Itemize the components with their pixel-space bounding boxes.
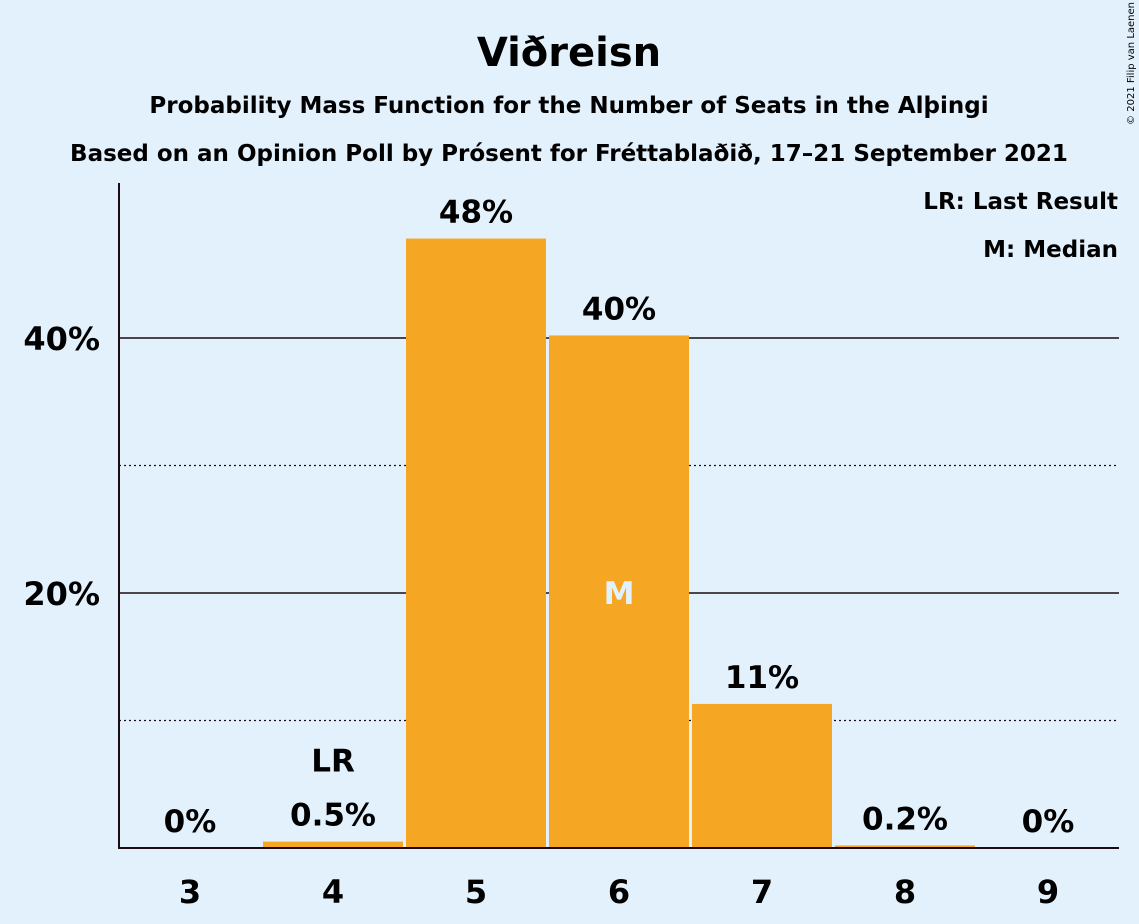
chart-source: Based on an Opinion Poll by Prósent for … xyxy=(70,141,1068,167)
last-result-marker: LR xyxy=(311,744,355,780)
value-label-4: 0.5% xyxy=(290,798,376,834)
y-tick-label: 20% xyxy=(23,575,100,613)
bar-5 xyxy=(406,238,546,849)
x-tick-label: 5 xyxy=(465,873,487,911)
value-label-8: 0.2% xyxy=(862,801,948,837)
bar-7 xyxy=(692,703,832,848)
bars-group xyxy=(263,238,975,849)
bar-4 xyxy=(263,841,403,848)
x-tick-label: 8 xyxy=(894,873,916,911)
x-tick-label: 7 xyxy=(751,873,773,911)
y-tick-label: 40% xyxy=(23,320,100,358)
chart-title: Viðreisn xyxy=(477,30,661,76)
y-axis-ticks: 20% 40% xyxy=(23,320,100,613)
x-tick-label: 4 xyxy=(322,873,344,911)
value-label-7: 11% xyxy=(725,660,799,696)
x-tick-label: 9 xyxy=(1037,873,1059,911)
value-label-9: 0% xyxy=(1022,804,1075,840)
value-label-6: 40% xyxy=(582,291,656,327)
data-labels: 0% 0.5% LR 48% 40% M 11% 0.2% 0% xyxy=(164,195,1075,840)
value-label-3: 0% xyxy=(164,804,217,840)
copyright-text: © 2021 Filip van Laenen xyxy=(1126,2,1137,125)
x-axis-ticks: 3 4 5 6 7 8 9 xyxy=(179,873,1059,911)
median-marker: M xyxy=(604,576,635,612)
x-tick-label: 3 xyxy=(179,873,201,911)
value-label-5: 48% xyxy=(439,195,513,231)
legend-median: M: Median xyxy=(983,237,1118,263)
chart-subtitle: Probability Mass Function for the Number… xyxy=(149,93,988,119)
x-tick-label: 6 xyxy=(608,873,630,911)
legend-last-result: LR: Last Result xyxy=(923,189,1118,215)
bar-8 xyxy=(835,845,975,848)
bar-6 xyxy=(549,335,689,848)
